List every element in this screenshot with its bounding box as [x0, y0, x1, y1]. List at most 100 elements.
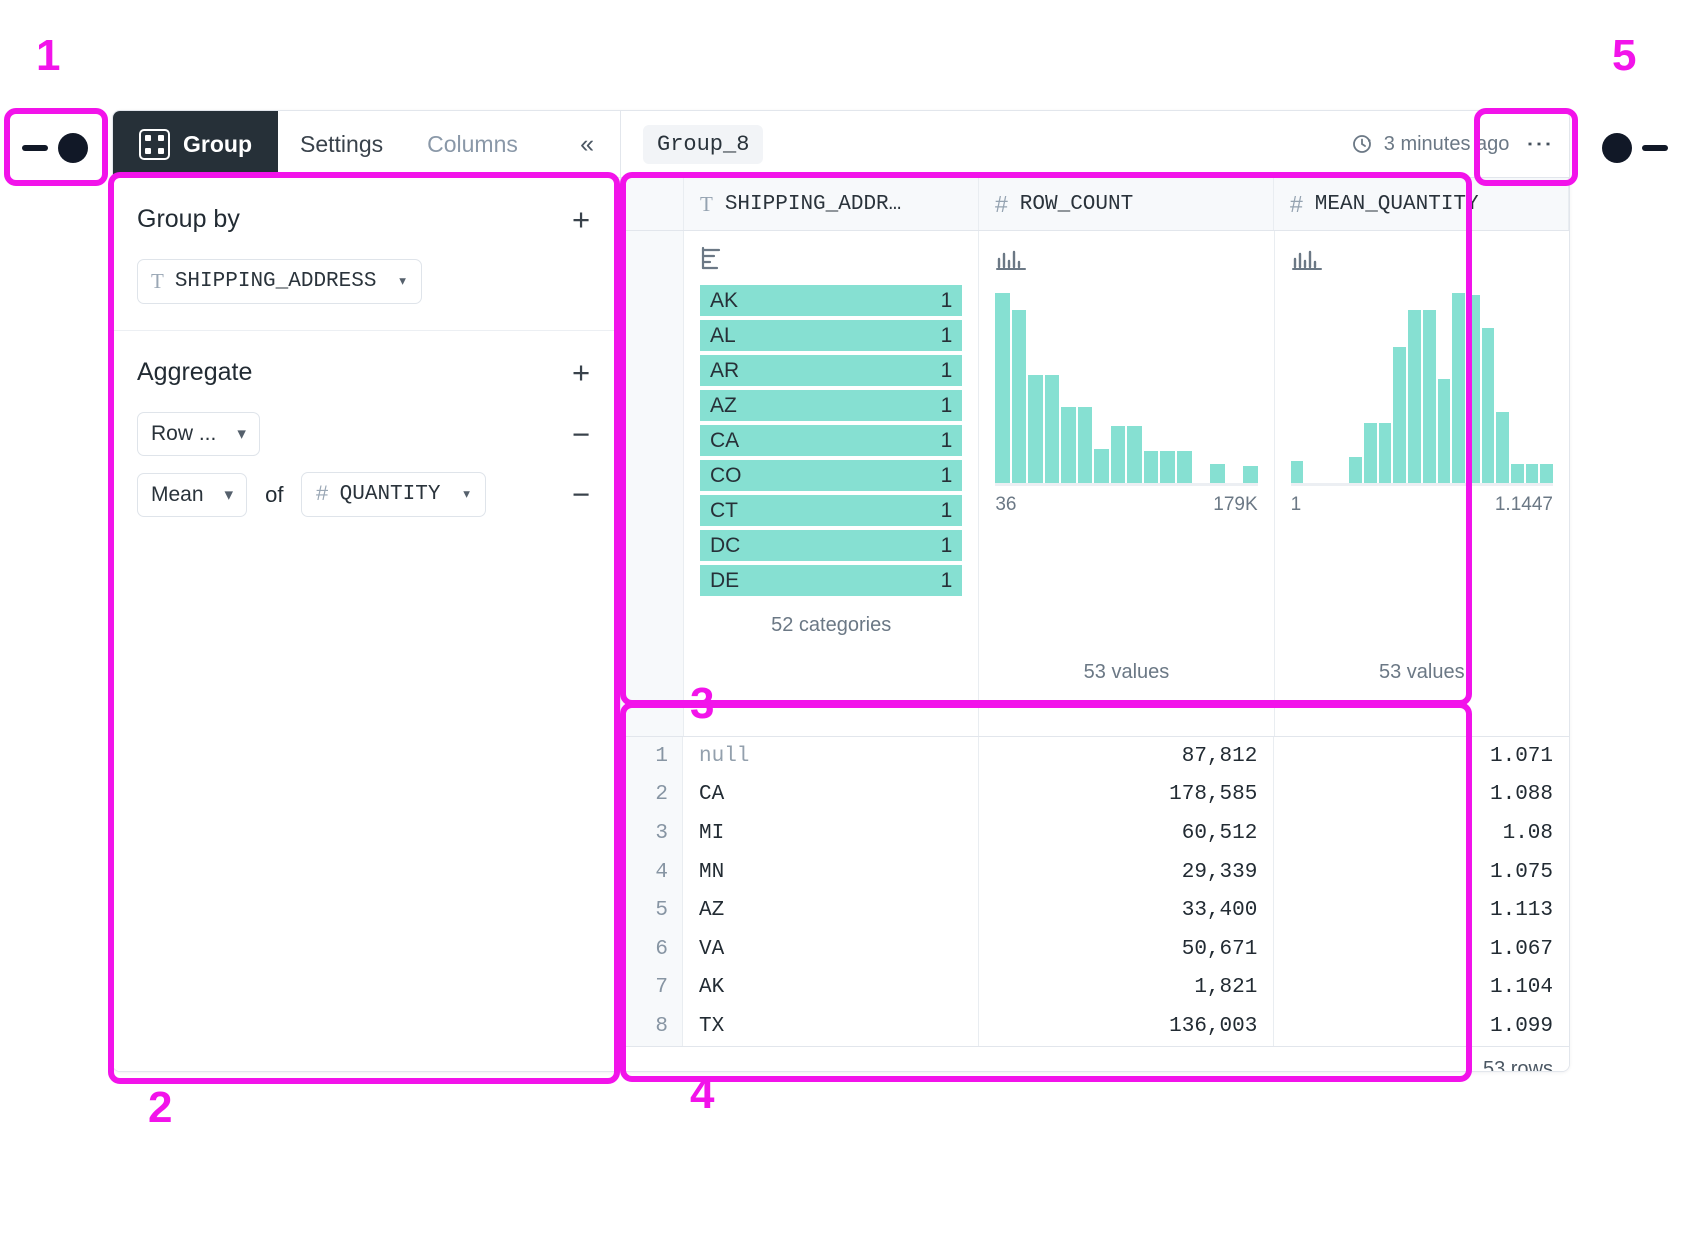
axis-min-label: 1 — [1290, 494, 1302, 515]
collapse-panel-button[interactable]: « — [554, 111, 620, 177]
aggregate-function-select-2[interactable]: Mean ▾ — [137, 472, 248, 517]
bar-list-icon[interactable] — [700, 245, 962, 285]
table-row[interactable]: 8 TX 136,003 1.099 — [621, 1007, 1569, 1046]
cell-mean-quantity[interactable]: 1.067 — [1490, 937, 1554, 961]
remove-aggregate-button-2[interactable]: − — [571, 477, 591, 512]
category-count: 1 — [940, 568, 953, 592]
table-row[interactable]: 3 MI 60,512 1.08 — [621, 814, 1569, 853]
cell-mean-quantity[interactable]: 1.075 — [1490, 860, 1554, 884]
toggle-left[interactable] — [22, 133, 88, 163]
table-row[interactable]: 1 null 87,812 1.071 — [621, 737, 1569, 776]
toggle-knob-icon — [1602, 133, 1632, 163]
cell-shipping-address[interactable]: MI — [683, 814, 979, 853]
category-item[interactable]: AZ 1 — [700, 390, 963, 421]
profile-shipping-address: AK 1 AL 1 AR 1 — [684, 231, 980, 736]
category-item[interactable]: AK 1 — [700, 285, 963, 316]
category-item[interactable]: CT 1 — [700, 495, 963, 526]
cell-mean-quantity[interactable]: 1.099 — [1490, 1014, 1554, 1038]
cell-shipping-address[interactable]: VA — [683, 929, 979, 969]
histogram-bar — [1481, 327, 1495, 483]
category-label: CT — [710, 498, 738, 522]
annotation-label-1: 1 — [36, 31, 61, 80]
remove-aggregate-button-1[interactable]: − — [571, 416, 591, 452]
histogram-bar — [1364, 422, 1377, 483]
category-count: 1 — [940, 428, 953, 452]
category-item[interactable]: AR 1 — [700, 355, 963, 386]
axis-min-label: 36 — [995, 494, 1017, 515]
table-row[interactable]: 6 VA 50,671 1.067 — [621, 929, 1569, 969]
column-header-row-count[interactable]: # ROW_COUNT — [979, 178, 1274, 230]
cell-shipping-address[interactable]: MN — [683, 852, 979, 892]
left-pane: Group Settings Columns « Group by + — [113, 111, 621, 1071]
column-header-label: ROW_COUNT — [1019, 192, 1134, 216]
category-bar-list: AK 1 AL 1 AR 1 — [700, 285, 963, 596]
category-count: 1 — [940, 358, 953, 382]
cell-shipping-address[interactable]: TX — [683, 1007, 979, 1046]
cell-mean-quantity[interactable]: 1.104 — [1490, 976, 1554, 1000]
cell-mean-quantity[interactable]: 1.071 — [1490, 744, 1554, 768]
tab-settings[interactable]: Settings — [278, 111, 405, 177]
category-item[interactable]: AL 1 — [700, 320, 963, 351]
cell-mean-quantity[interactable]: 1.08 — [1502, 821, 1554, 845]
cell-row-count[interactable]: 50,671 — [979, 929, 1275, 969]
histogram-bar — [1127, 426, 1142, 483]
row-number: 8 — [621, 1007, 683, 1046]
category-item[interactable]: CO 1 — [700, 460, 963, 491]
tab-group[interactable]: Group — [113, 111, 278, 177]
histogram-icon[interactable] — [1291, 245, 1553, 285]
cell-row-count[interactable]: 29,339 — [979, 852, 1275, 892]
table-row[interactable]: 5 AZ 33,400 1.113 — [621, 891, 1569, 930]
aggregate-function-select-1[interactable]: Row ... ▾ — [137, 412, 260, 456]
category-item[interactable]: CA 1 — [700, 425, 963, 456]
cell-row-count[interactable]: 33,400 — [979, 891, 1275, 930]
result-name-chip[interactable]: Group_8 — [643, 124, 764, 164]
column-header-label: SHIPPING_ADDR… — [724, 192, 902, 216]
histogram-bar — [1510, 463, 1524, 483]
add-aggregate-button[interactable]: + — [571, 355, 591, 390]
category-count-footer: 52 categories — [771, 614, 892, 636]
add-group-by-button[interactable]: + — [571, 202, 591, 237]
aggregate-column-select-2[interactable]: # QUANTITY ▾ — [301, 472, 486, 517]
category-item[interactable]: DC 1 — [700, 530, 963, 561]
row-number-header — [621, 178, 684, 230]
category-item[interactable]: DE 1 — [700, 565, 963, 596]
cell-shipping-address[interactable]: AK — [683, 968, 979, 1008]
tab-columns[interactable]: Columns — [405, 111, 540, 177]
row-count-label: 53 rows — [1482, 1058, 1553, 1072]
table-row[interactable]: 2 CA 178,585 1.088 — [621, 775, 1569, 815]
column-header-row: T SHIPPING_ADDR… # ROW_COUNT # MEAN_QUAN… — [621, 178, 1569, 231]
annotation-label-2: 2 — [148, 1083, 173, 1132]
aggregate-of-label: of — [265, 481, 284, 507]
cell-row-count[interactable]: 87,812 — [979, 737, 1275, 776]
tab-group-label: Group — [183, 130, 252, 157]
toggle-right[interactable] — [1602, 133, 1668, 163]
histogram-bar — [1525, 463, 1539, 483]
cell-row-count[interactable]: 60,512 — [979, 814, 1275, 853]
more-options-button[interactable]: ⋮ — [1525, 131, 1555, 157]
cell-shipping-address[interactable]: AZ — [683, 891, 979, 930]
histogram-icon[interactable] — [995, 245, 1257, 285]
cell-row-count[interactable]: 178,585 — [979, 775, 1275, 815]
histogram-bar — [995, 293, 1010, 483]
aggregate-function-label-2: Mean — [151, 482, 204, 506]
cell-row-count[interactable]: 136,003 — [979, 1007, 1275, 1046]
table-row[interactable]: 7 AK 1,821 1.104 — [621, 968, 1569, 1008]
group-by-field-select[interactable]: T SHIPPING_ADDRESS ▾ — [137, 259, 422, 304]
cell-mean-quantity[interactable]: 1.113 — [1490, 899, 1554, 923]
group-by-header: Group by + — [137, 204, 596, 235]
histogram-bar — [1408, 310, 1421, 483]
cell-row-count[interactable]: 1,821 — [979, 968, 1275, 1008]
number-type-icon: # — [315, 482, 329, 507]
number-type-icon: # — [1290, 190, 1303, 217]
column-header-mean-quantity[interactable]: # MEAN_QUANTITY — [1274, 178, 1569, 230]
tab-settings-label: Settings — [300, 130, 384, 157]
category-count: 1 — [940, 288, 953, 312]
cell-shipping-address[interactable]: CA — [683, 775, 979, 815]
cell-shipping-address[interactable]: null — [683, 737, 979, 776]
table-row[interactable]: 4 MN 29,339 1.075 — [621, 852, 1569, 892]
category-label: DE — [710, 568, 740, 592]
cell-mean-quantity[interactable]: 1.088 — [1490, 783, 1554, 807]
column-header-shipping-address[interactable]: T SHIPPING_ADDR… — [684, 178, 979, 230]
data-table: 1 null 87,812 1.071 2 CA 178,585 1.088 3 MI 60,512… — [621, 737, 1569, 1071]
group-grid-icon — [139, 128, 170, 160]
